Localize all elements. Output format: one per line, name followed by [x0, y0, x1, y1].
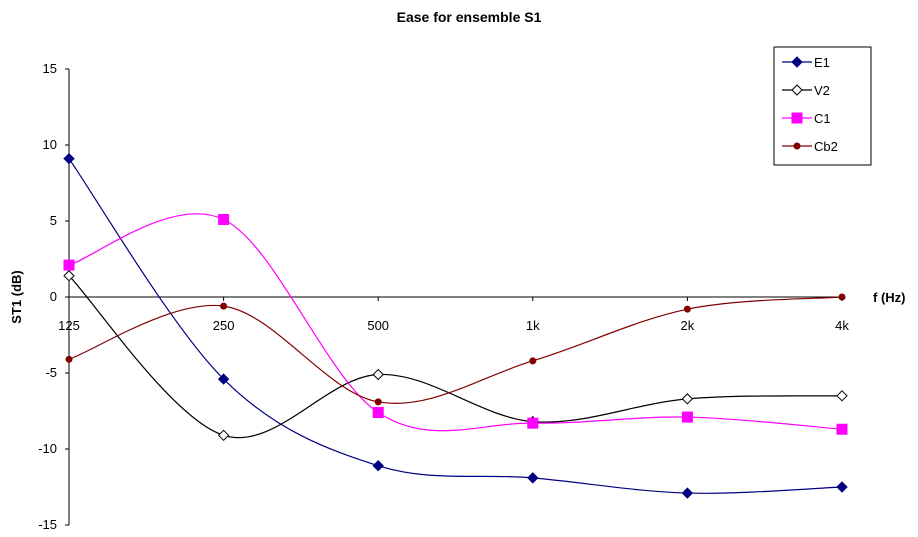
data-point — [63, 270, 75, 282]
y-tick-label: -5 — [45, 365, 57, 380]
legend-item-c1: C1 — [782, 111, 831, 126]
data-point — [220, 302, 228, 310]
series-line — [68, 213, 843, 432]
data-point — [683, 305, 691, 313]
series-c1 — [63, 213, 848, 435]
legend-box — [773, 46, 872, 166]
chart-title: Ease for ensemble S1 — [397, 9, 542, 25]
data-point — [836, 423, 848, 435]
x-tick-label: 1k — [526, 318, 540, 333]
legend-swatch-marker — [791, 112, 803, 124]
data-point — [65, 355, 73, 363]
data-point — [529, 357, 537, 365]
data-point — [63, 152, 75, 165]
legend-swatch-marker — [791, 84, 803, 96]
legend-item-cb2: Cb2 — [782, 139, 838, 154]
y-tick-label: -10 — [38, 441, 57, 456]
data-point — [372, 460, 384, 472]
legend-item-e1: E1 — [782, 55, 830, 70]
x-tick-label: 125 — [58, 318, 80, 333]
data-point — [372, 407, 384, 419]
x-tick-label: 4k — [835, 318, 849, 333]
y-tick-label: 0 — [50, 289, 57, 304]
y-tick-label: -15 — [38, 517, 57, 532]
y-tick-label: 5 — [50, 213, 57, 228]
x-tick-label: 2k — [681, 318, 695, 333]
data-point — [527, 472, 539, 484]
x-tick-label: 500 — [367, 318, 389, 333]
data-point — [374, 398, 382, 406]
data-point — [836, 390, 848, 402]
data-point — [527, 417, 539, 429]
data-point — [681, 487, 694, 499]
y-ticks: 15 10 5 0 -5 -10 -15 — [38, 61, 69, 532]
legend-swatch-marker — [793, 142, 801, 150]
y-axis-label: ST1 (dB) — [9, 270, 24, 323]
series-layer — [63, 152, 848, 499]
legend-label: E1 — [814, 55, 830, 70]
y-tick-label: 15 — [43, 61, 57, 76]
x-tick-label: 250 — [213, 318, 235, 333]
series-line — [68, 158, 843, 494]
legend-label: Cb2 — [814, 139, 838, 154]
legend-swatch-marker — [791, 56, 803, 68]
legend-label: C1 — [814, 111, 831, 126]
data-point — [217, 429, 230, 442]
data-point — [681, 411, 693, 423]
data-point — [217, 373, 230, 385]
data-point — [218, 213, 230, 225]
legend-label: V2 — [814, 83, 830, 98]
series-line — [68, 275, 843, 439]
data-point — [63, 259, 75, 271]
y-tick-label: 10 — [43, 137, 57, 152]
legend-item-v2: V2 — [782, 83, 830, 98]
data-point — [372, 368, 384, 381]
x-axis-label: f (Hz) — [873, 290, 906, 305]
series-line — [68, 296, 843, 404]
series-cb2 — [65, 293, 846, 406]
series-e1 — [63, 152, 848, 499]
legend-items: E1 V2 C1 Cb2 — [782, 55, 838, 154]
data-point — [836, 481, 848, 493]
data-point — [681, 393, 694, 405]
data-point — [838, 293, 846, 301]
series-v2 — [63, 270, 848, 442]
legend: E1 V2 C1 Cb2 — [773, 46, 872, 166]
